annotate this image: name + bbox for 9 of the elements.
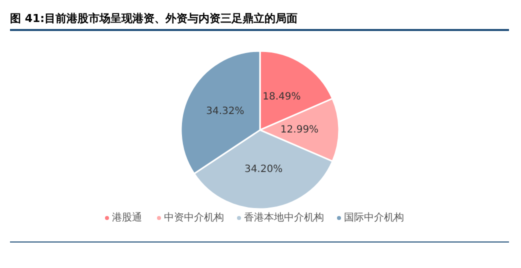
legend-label: 国际中介机构 [344,212,404,224]
data-label: 34.20% [244,164,283,175]
data-label: 34.32% [206,106,244,117]
legend-label: 中资中介机构 [164,212,224,224]
legend-label: 港股通 [112,212,142,224]
legend-label: 香港本地中介机构 [244,212,324,224]
data-label: 18.49% [262,91,301,102]
data-label: 12.99% [280,124,319,136]
chart-title: 图 41:目前港股市场呈现港资、外资与内资三足鼎立的局面 [10,12,298,25]
